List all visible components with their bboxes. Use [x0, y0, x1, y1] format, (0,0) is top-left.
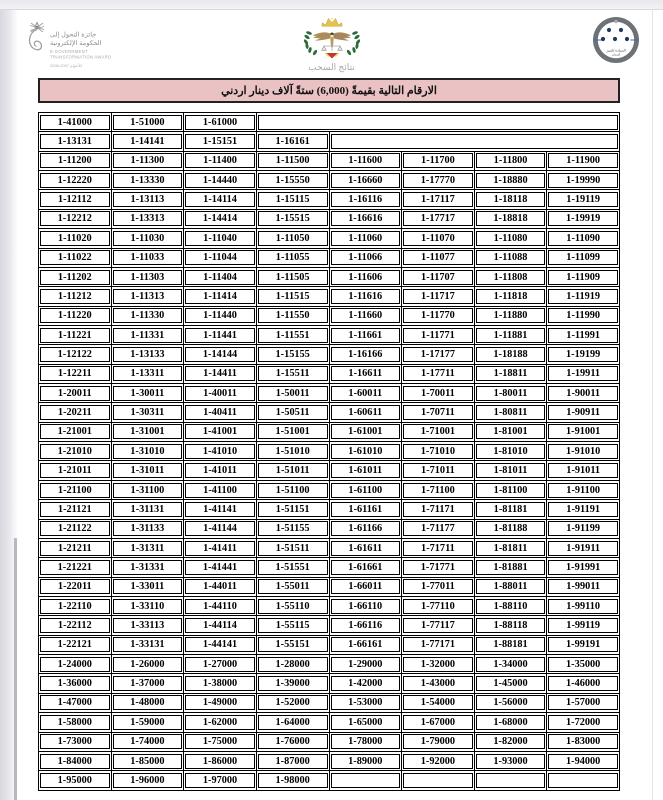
svg-text:الضمان: الضمان	[612, 53, 621, 57]
svg-text:TRANSFORMATION AWARD: TRANSFORMATION AWARD	[50, 55, 111, 60]
svg-text:جائزة التحول إلى: جائزة التحول إلى	[50, 31, 96, 39]
svg-text:SEAL OF EXCELLENCE: SEAL OF EXCELLENCE	[574, 9, 576, 11]
svg-text:E-GOVERNMENT: E-GOVERNMENT	[50, 49, 88, 54]
svg-text:الحكومة الإلكترونية: الحكومة الإلكترونية	[50, 39, 102, 47]
